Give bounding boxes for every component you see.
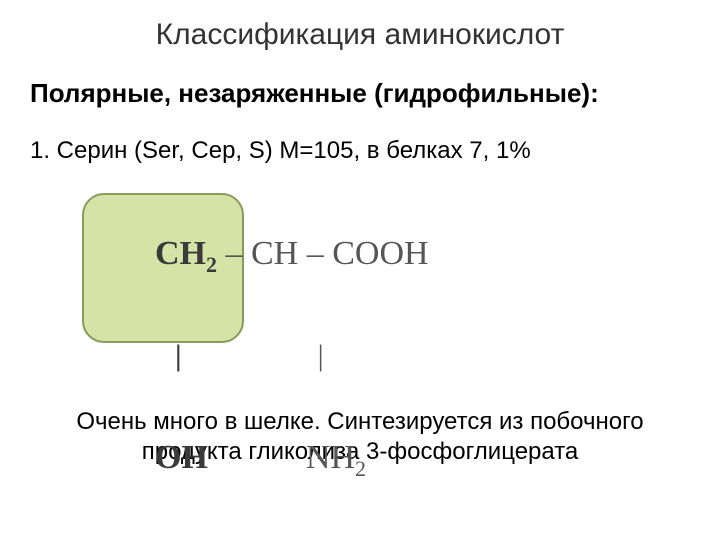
backbone-cooh: COOH xyxy=(332,235,428,272)
backbone-ch: CH xyxy=(251,235,298,272)
bond-dash-1: – xyxy=(217,235,251,272)
bond-vertical-2: | xyxy=(318,339,324,372)
amino-acid-item: 1. Серин (Ser, Сер, S) М=105, в белках 7… xyxy=(0,109,720,165)
formula-text: CH2 – CH – COOH || OHNH2 xyxy=(90,203,720,509)
bond-dash-2: – xyxy=(298,235,332,272)
structural-formula: CH2 – CH – COOH || OHNH2 xyxy=(90,203,720,363)
formula-row-3: OH NH2 xyxy=(90,401,720,509)
backbone-nh2: NH2 xyxy=(306,439,366,476)
sidechain-oh: OH xyxy=(155,439,208,476)
category-subtitle: Полярные, незаряженные (гидрофильные): xyxy=(0,52,720,109)
sidechain-ch2: CH2 xyxy=(155,235,217,272)
formula-row-1: CH2 – CH – COOH xyxy=(90,203,720,305)
formula-row-2: || xyxy=(90,305,720,401)
slide-title: Классификация аминокислот xyxy=(0,0,720,52)
bond-vertical-1: | xyxy=(175,339,182,372)
